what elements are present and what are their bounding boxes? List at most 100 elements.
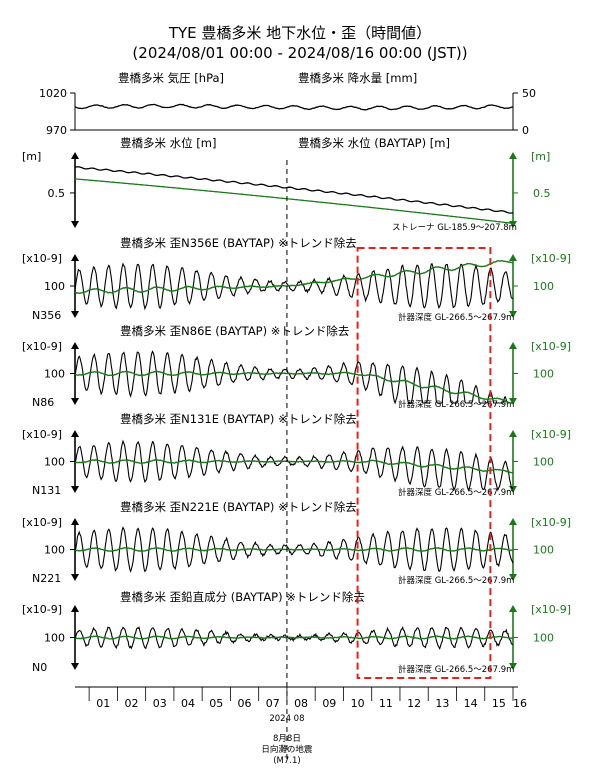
channel-label: N221 xyxy=(32,572,61,585)
panel-note: 計器深度 GL-266.5～267.9m xyxy=(398,399,514,410)
event-magnitude: (M7.1) xyxy=(273,756,300,766)
left-arrow-head-down xyxy=(71,311,79,318)
unit-right: [x10-9] xyxy=(531,428,571,441)
event-name: 日向灘の地震 xyxy=(261,744,313,755)
unit-left: [x10-9] xyxy=(22,516,62,529)
right-tick-label: 0 xyxy=(522,124,529,137)
unit-left: [x10-9] xyxy=(22,340,62,353)
x-tick-label: 04 xyxy=(181,697,195,710)
series-n86-black xyxy=(74,350,513,405)
left-tick-label: 0.5 xyxy=(48,187,66,200)
panel-note: ストレーナ GL-185.9～207.8m xyxy=(392,223,517,233)
channel-label: N356 xyxy=(32,309,61,322)
panel-title-left: 豊橋多米 気圧 [hPa] xyxy=(118,71,224,85)
panel-pressure: 豊橋多米 気圧 [hPa] 豊橋多米 降水量 [mm] 1020 970 50 0 xyxy=(39,71,536,137)
left-arrow-head-up xyxy=(71,254,79,261)
right-tick-label: 100 xyxy=(533,368,554,381)
unit-right: [m] xyxy=(531,150,550,163)
unit-left: [x10-9] xyxy=(22,428,62,441)
left-arrow-head-down xyxy=(71,221,79,228)
x-tick-label: 02 xyxy=(125,697,139,710)
channel-label: N0 xyxy=(32,661,47,674)
panel-title-left: 豊橋多米 歪N86E (BAYTAP) ※トレンド除去 xyxy=(120,324,349,338)
panel-note: 計器深度 GL-266.5～267.9m xyxy=(398,312,514,323)
panel-title-left: 豊橋多米 水位 [m] xyxy=(120,136,217,150)
left-arrow-head-up xyxy=(71,605,79,612)
unit-left: [x10-9] xyxy=(22,603,62,616)
x-tick-label: 14 xyxy=(464,697,478,710)
series-n221-green xyxy=(74,546,514,553)
left-tick-label: 100 xyxy=(44,632,65,645)
right-tick-label: 0.5 xyxy=(533,187,551,200)
right-arrow-head-up xyxy=(509,342,517,349)
series-n131-black xyxy=(74,439,514,492)
right-tick-label: 50 xyxy=(522,87,536,100)
x-tick-label: 13 xyxy=(435,697,449,710)
x-tick-label: 03 xyxy=(153,697,167,710)
right-tick-label: 100 xyxy=(533,632,554,645)
series-water-black xyxy=(74,166,514,214)
right-arrow-head-up xyxy=(509,518,517,525)
panel-water: 豊橋多米 水位 [m] 豊橋多米 水位 (BAYTAP) [m] [m] [m] 0.5… xyxy=(22,136,551,233)
x-tick-label: 06 xyxy=(238,697,252,710)
series-n86-green xyxy=(74,370,513,404)
panel-n221: 豊橋多米 歪N221E (BAYTAP) ※トレンド除去 [x10-9] [x10-… xyxy=(22,500,571,586)
x-tick-label: 05 xyxy=(209,697,223,710)
series-n221-black xyxy=(74,526,514,573)
x-tick-label: 11 xyxy=(379,697,393,710)
right-arrow-head-up xyxy=(509,605,517,612)
panel-vertical: 豊橋多米 歪鉛直成分 (BAYTAP) ※トレンド除去 [x10-9] [x10-9… xyxy=(22,590,571,675)
left-tick-label: 100 xyxy=(44,280,65,293)
x-tick-label: 07 xyxy=(266,697,280,710)
left-arrow-head-up xyxy=(71,430,79,437)
panels-group: 豊橋多米 気圧 [hPa] 豊橋多米 降水量 [mm]1020970500豊橋多米… xyxy=(22,71,571,675)
left-arrow-head-down xyxy=(71,663,79,670)
panel-n131: 豊橋多米 歪N131E (BAYTAP) ※トレンド除去 [x10-9] [x10-… xyxy=(22,412,571,498)
left-arrow-head-up xyxy=(71,518,79,525)
panel-n86: 豊橋多米 歪N86E (BAYTAP) ※トレンド除去 [x10-9] [x10-9… xyxy=(22,324,571,410)
unit-right: [x10-9] xyxy=(531,340,571,353)
event-date: 8月8日 xyxy=(273,734,301,744)
series-n356-black xyxy=(74,262,514,311)
left-arrow-head-down xyxy=(71,398,79,405)
panel-title-left: 豊橋多米 歪N221E (BAYTAP) ※トレンド除去 xyxy=(120,500,357,514)
left-tick-label: 970 xyxy=(46,124,67,137)
x-tick-label: 09 xyxy=(322,697,336,710)
x-tick-label: 10 xyxy=(351,697,365,710)
left-tick-label: 100 xyxy=(44,544,65,557)
panel-title-left: 豊橋多米 歪N356E (BAYTAP) ※トレンド除去 xyxy=(120,236,357,250)
x-tick-label: 12 xyxy=(407,697,421,710)
unit-left: [x10-9] xyxy=(22,252,62,265)
left-tick-label: 100 xyxy=(44,368,65,381)
left-tick-label: 100 xyxy=(44,456,65,469)
right-tick-label: 100 xyxy=(533,544,554,557)
right-arrow-head-down xyxy=(509,398,517,405)
left-arrow-head-down xyxy=(71,574,79,581)
anomaly-box xyxy=(356,247,492,679)
series-n356-green xyxy=(74,259,514,294)
series-n131-green xyxy=(74,459,513,474)
right-arrow-head-down xyxy=(509,663,517,670)
right-tick-label: 100 xyxy=(533,456,554,469)
channel-label: N86 xyxy=(32,396,54,409)
series-pressure xyxy=(74,103,514,111)
panel-title-right: 豊橋多米 降水量 [mm] xyxy=(298,71,417,85)
x-tick-label: 15 xyxy=(492,697,506,710)
series-water-green xyxy=(74,178,514,224)
left-arrow-head-up xyxy=(71,342,79,349)
panel-title-left: 豊橋多米 歪N131E (BAYTAP) ※トレンド除去 xyxy=(120,412,357,426)
right-tick-label: 100 xyxy=(533,280,554,293)
x-tick-label: 01 xyxy=(96,697,110,710)
left-tick-label: 1020 xyxy=(39,87,67,100)
right-arrow-head-down xyxy=(509,311,517,318)
left-arrow-head-down xyxy=(71,486,79,493)
chart-title: TYE 豊橋多米 地下水位・歪（時間値） xyxy=(168,24,431,42)
left-arrow-head-up xyxy=(71,152,79,159)
panel-n356: 豊橋多米 歪N356E (BAYTAP) ※トレンド除去 [x10-9] [x10-… xyxy=(22,236,571,323)
right-arrow-head-up xyxy=(509,152,517,159)
unit-right: [x10-9] xyxy=(531,516,571,529)
unit-right: [x10-9] xyxy=(531,252,571,265)
